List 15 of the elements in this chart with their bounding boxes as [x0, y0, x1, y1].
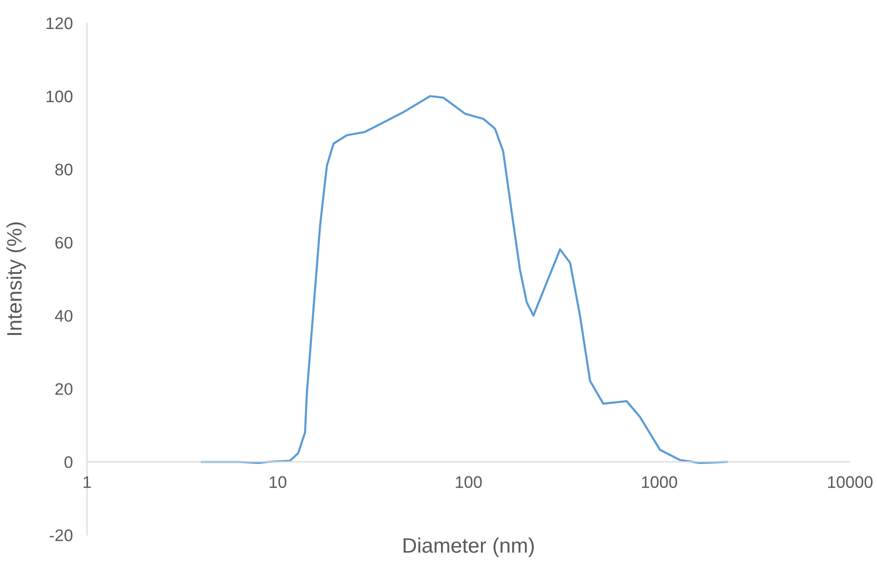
y-tick-label: 0 — [64, 456, 72, 468]
y-axis-title: Intensity (%) — [6, 222, 26, 335]
y-tick-label: 100 — [46, 90, 72, 102]
y-tick-label: 20 — [55, 383, 72, 395]
y-tick-label: 120 — [46, 17, 72, 30]
x-tick-label: 1000 — [642, 476, 678, 488]
y-tick-label: -20 — [50, 529, 72, 542]
x-tick-label: 1 — [84, 476, 91, 488]
x-tick-label: 10000 — [828, 476, 873, 488]
y-tick-label: 60 — [55, 236, 72, 249]
x-tick-label: 100 — [456, 476, 482, 488]
x-tick-label: 10 — [270, 476, 286, 488]
y-tick-label: 40 — [54, 310, 72, 322]
x-axis-title: Diameter (nm) — [404, 538, 534, 557]
y-tick-label: 80 — [55, 164, 72, 176]
